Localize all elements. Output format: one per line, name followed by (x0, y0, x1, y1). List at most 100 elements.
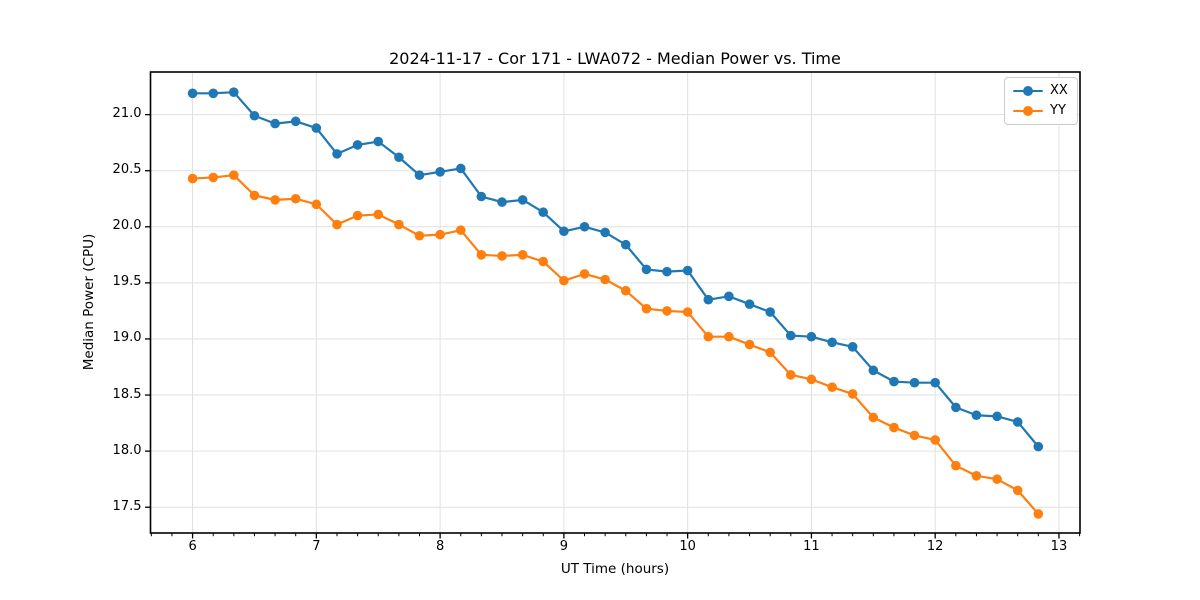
data-point-yy (744, 339, 755, 350)
data-point-yy (517, 250, 528, 260)
data-point-yy (971, 470, 982, 481)
data-point-yy (394, 219, 404, 230)
data-point-yy (600, 274, 610, 285)
data-point-xx (806, 331, 817, 342)
x-tick-label: 7 (312, 539, 321, 554)
data-point-yy (476, 250, 487, 260)
data-point-yy (270, 195, 280, 205)
data-point-xx (579, 221, 590, 232)
data-point-yy (889, 422, 899, 433)
y-tick-label: 17.5 (112, 498, 142, 514)
data-point-xx (290, 116, 301, 127)
data-point-xx (187, 88, 198, 99)
data-point-xx (662, 266, 672, 277)
data-point-yy (579, 269, 590, 279)
chart-title: 2024-11-17 - Cor 171 - LWA072 - Median P… (389, 49, 841, 68)
data-point-xx (249, 110, 260, 121)
data-point-yy (435, 229, 445, 240)
data-point-yy (703, 331, 714, 342)
x-tick-label: 13 (1050, 539, 1068, 554)
data-point-yy (724, 331, 734, 342)
data-point-xx (208, 88, 219, 99)
data-point-xx (930, 377, 940, 388)
data-point-xx (332, 149, 342, 159)
data-point-yy (311, 199, 322, 210)
axes-spines (149, 71, 1081, 534)
data-point-yy (373, 209, 384, 220)
data-point-yy (847, 389, 858, 399)
data-point-yy (352, 210, 363, 221)
data-point-yy (868, 412, 879, 423)
y-axis-label: Median Power (CPU) (81, 233, 97, 371)
data-point-xx (951, 402, 961, 413)
data-point-xx (724, 291, 734, 302)
data-point-xx (228, 87, 239, 97)
data-point-yy (187, 173, 198, 184)
data-point-xx (497, 197, 507, 207)
data-point-xx (785, 330, 796, 341)
x-tick-label: 6 (188, 539, 197, 554)
y-tick-label: 19.5 (112, 274, 142, 290)
data-point-yy (538, 256, 549, 267)
data-point-xx (517, 195, 528, 205)
x-tick-label: 11 (803, 539, 820, 554)
data-point-xx (600, 227, 610, 238)
legend-label: XX (1050, 83, 1068, 98)
data-point-yy (827, 382, 837, 392)
data-point-xx (352, 140, 363, 150)
data-point-xx (270, 118, 280, 129)
data-point-yy (765, 347, 776, 358)
data-point-yy (930, 435, 940, 445)
legend: XX YY (1004, 77, 1078, 125)
data-point-yy (785, 370, 796, 380)
data-point-xx (559, 226, 569, 237)
data-point-xx (889, 376, 899, 387)
data-point-yy (909, 430, 920, 441)
data-point-yy (1012, 485, 1023, 496)
data-point-yy (455, 225, 466, 235)
y-tick-label: 18.5 (112, 386, 142, 402)
data-point-xx (971, 410, 982, 421)
data-point-xx (373, 136, 384, 147)
legend-item-xx: XX (1013, 83, 1068, 99)
x-axis-label: UT Time (hours) (560, 561, 670, 577)
data-point-xx (827, 337, 837, 348)
data-point-yy (414, 230, 425, 241)
data-point-yy (682, 307, 693, 317)
data-point-xx (435, 167, 445, 177)
data-point-xx (641, 264, 652, 275)
data-point-yy (620, 285, 631, 296)
data-point-yy (1033, 509, 1044, 519)
data-point-xx (744, 299, 755, 309)
x-tick-label: 8 (435, 539, 445, 554)
legend-item-yy: YY (1013, 103, 1068, 119)
data-point-yy (806, 374, 817, 385)
data-point-xx (765, 307, 776, 317)
data-point-xx (703, 294, 714, 305)
data-point-xx (1012, 417, 1023, 427)
data-point-xx (909, 377, 920, 388)
data-point-yy (249, 190, 260, 201)
data-point-yy (290, 193, 301, 204)
y-tick-label: 19.0 (112, 330, 142, 346)
legend-line-marker-icon (1013, 106, 1043, 117)
data-point-xx (414, 170, 425, 180)
data-point-yy (208, 172, 219, 183)
y-tick-label: 21.0 (112, 106, 142, 122)
data-point-xx (1033, 441, 1044, 452)
data-point-yy (497, 251, 507, 261)
data-point-yy (951, 460, 961, 471)
legend-label: YY (1050, 103, 1066, 118)
x-tick-label: 10 (679, 539, 696, 554)
series-line-yy (191, 174, 1040, 516)
data-point-xx (868, 365, 879, 376)
data-point-xx (394, 152, 404, 163)
data-point-xx (620, 239, 631, 250)
series-line-xx (191, 91, 1040, 448)
y-tick-label: 20.5 (112, 162, 142, 178)
data-point-xx (476, 191, 487, 202)
data-point-xx (847, 342, 858, 352)
data-point-xx (992, 411, 1002, 422)
